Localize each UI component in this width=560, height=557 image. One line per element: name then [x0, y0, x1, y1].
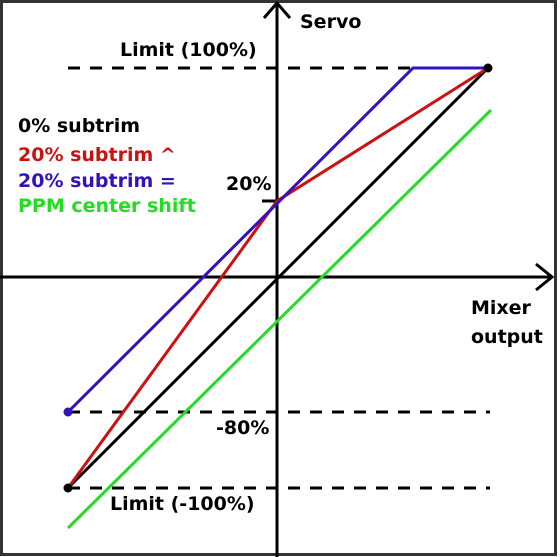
y-axis-label: Servo: [300, 11, 361, 33]
legend-zero-subtrim: 0% subtrim: [18, 115, 140, 137]
limit-bottom-label: Limit (-100%): [110, 493, 255, 515]
zero-subtrim-line: [66, 66, 490, 490]
x-axis-label-line1: Mixer: [471, 297, 532, 319]
top-right-endpoint: [483, 63, 493, 73]
legend-ppm-center-shift: PPM center shift: [18, 195, 196, 217]
subtrim-equal-endpoint: [63, 407, 73, 417]
y-axis-arrowhead: [262, 0, 292, 19]
legend-subtrim-equal: 20% subtrim =: [18, 170, 176, 192]
tick-20-label: 20%: [226, 173, 271, 195]
tick-minus80-label: -80%: [216, 417, 269, 439]
bottom-left-endpoint: [63, 483, 73, 493]
subtrim-equal-line: [66, 66, 488, 414]
legend: 0% subtrim 20% subtrim ^ 20% subtrim = P…: [18, 115, 196, 217]
subtrim-caret-line: [66, 66, 489, 489]
legend-subtrim-caret: 20% subtrim ^: [18, 144, 176, 166]
x-axis-label-line2: output: [471, 326, 543, 348]
ppm-center-shift-line: [66, 108, 493, 530]
x-axis-arrowhead: [535, 262, 555, 292]
limit-top-label: Limit (100%): [120, 39, 257, 61]
